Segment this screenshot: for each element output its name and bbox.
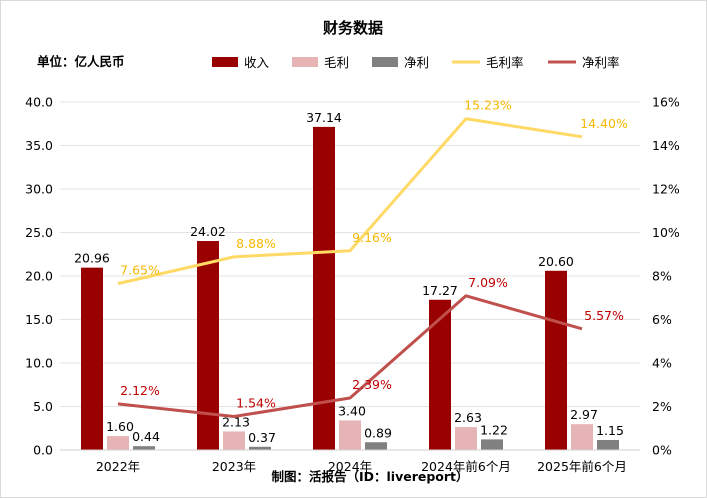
y-right-tick-label: 2% — [652, 399, 672, 414]
legend-swatch — [372, 57, 398, 67]
bar-净利 — [481, 439, 503, 450]
bar-毛利 — [107, 436, 129, 450]
bar-value-label: 37.14 — [306, 110, 342, 125]
bar-value-label: 20.96 — [74, 251, 110, 266]
line-value-label: 8.88% — [236, 236, 276, 251]
line-value-label: 5.57% — [584, 308, 624, 323]
legend-label: 毛利率 — [486, 55, 524, 70]
bar-净利 — [365, 442, 387, 450]
bar-收入 — [429, 299, 451, 450]
line-毛利率 — [117, 117, 583, 286]
y-left-tick-label: 35.0 — [25, 138, 53, 153]
line-value-label: 7.09% — [468, 275, 508, 290]
x-tick-label: 2024年前6个月 — [421, 459, 511, 474]
y-right-tick-label: 6% — [652, 312, 672, 327]
bar-毛利 — [223, 431, 245, 450]
bar-value-label: 2.97 — [570, 407, 598, 422]
bar-收入 — [313, 126, 335, 450]
bar-毛利 — [339, 420, 361, 450]
line-value-label: 9.16% — [352, 230, 392, 245]
y-left-tick-label: 0.0 — [33, 443, 53, 458]
bar-value-label: 0.44 — [132, 429, 160, 444]
y-right-tick-label: 4% — [652, 356, 672, 371]
bar-收入 — [81, 267, 103, 450]
y-left-tick-label: 30.0 — [25, 182, 53, 197]
line-value-label: 7.65% — [120, 263, 160, 278]
line-value-label: 1.54% — [236, 396, 276, 411]
line-series — [117, 117, 583, 419]
bar-净利 — [249, 446, 271, 450]
bar-value-label: 24.02 — [190, 224, 226, 239]
bar-毛利 — [455, 427, 477, 450]
gridlines — [60, 101, 640, 407]
y-right-tick-label: 16% — [652, 95, 680, 110]
y-right-tick-label: 0% — [652, 443, 672, 458]
line-value-label: 2.39% — [352, 377, 392, 392]
line-value-label: 14.40% — [580, 116, 628, 131]
bar-value-label: 20.60 — [538, 254, 574, 269]
y-left-tick-label: 40.0 — [25, 95, 53, 110]
legend-label: 净利率 — [582, 55, 620, 70]
axes: 0.0 5.0 10.0 15.0 20.0 25.0 30.0 35.0 40.0 0% 2% 4%… — [25, 95, 680, 475]
bar-value-label: 1.15 — [596, 423, 624, 438]
unit-label: 单位：亿人民币 — [37, 54, 125, 69]
legend-swatch — [292, 57, 318, 67]
legend-label: 毛利 — [324, 55, 349, 70]
bar-毛利 — [571, 424, 593, 450]
y-left-tick-label: 10.0 — [25, 356, 53, 371]
y-right-tick-label: 8% — [652, 269, 672, 284]
bar-value-label: 1.60 — [106, 419, 134, 434]
chart-title: 财务数据 — [323, 19, 383, 37]
x-tick-label: 2023年 — [212, 459, 256, 474]
legend: 收入 毛利 净利 毛利率 净利率 — [212, 55, 620, 70]
y-right-tick-label: 12% — [652, 182, 680, 197]
y-left-tick-label: 15.0 — [25, 312, 53, 327]
y-left-tick-label: 25.0 — [25, 225, 53, 240]
legend-label: 净利 — [404, 55, 429, 70]
bar-value-label: 0.37 — [248, 430, 276, 445]
x-tick-label: 2022年 — [96, 459, 140, 474]
y-left-tick-label: 5.0 — [33, 399, 53, 414]
x-tick-label: 2025年前6个月 — [537, 459, 627, 474]
bar-series — [81, 126, 619, 450]
y-right-tick-label: 10% — [652, 225, 680, 240]
data-labels: 20.96 24.02 37.14 17.27 20.60 1.60 2.13 3.40 2.6… — [74, 98, 628, 445]
x-tick-label: 2024年 — [328, 459, 372, 474]
bar-value-label: 0.89 — [364, 425, 392, 440]
bar-value-label: 17.27 — [422, 283, 458, 298]
line-净利率 — [117, 294, 583, 419]
bar-value-label: 2.13 — [222, 414, 250, 429]
y-right-tick-label: 14% — [652, 138, 680, 153]
y-left-tick-label: 20.0 — [25, 269, 53, 284]
legend-label: 收入 — [244, 55, 270, 70]
source-note: 制图：活报告（ID：livereport） — [271, 469, 468, 484]
line-value-label: 15.23% — [464, 98, 512, 113]
bar-收入 — [197, 241, 219, 450]
bar-净利 — [133, 446, 155, 450]
bar-净利 — [597, 439, 619, 450]
bar-收入 — [545, 270, 567, 450]
bar-value-label: 2.63 — [454, 410, 482, 425]
bar-value-label: 3.40 — [338, 403, 366, 418]
bar-value-label: 1.22 — [480, 422, 508, 437]
legend-swatch — [212, 57, 238, 67]
line-value-label: 2.12% — [120, 383, 160, 398]
